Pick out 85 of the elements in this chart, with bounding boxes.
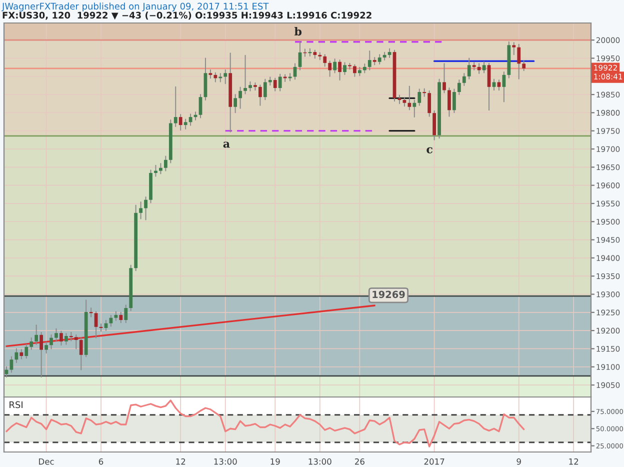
candlestick bbox=[492, 78, 496, 91]
candlestick bbox=[248, 81, 252, 92]
candlestick bbox=[34, 324, 38, 345]
candlestick bbox=[428, 90, 432, 117]
annotation: b bbox=[294, 26, 302, 36]
candlestick bbox=[477, 63, 481, 74]
candlestick bbox=[154, 164, 158, 177]
candlestick bbox=[338, 60, 342, 80]
candlestick bbox=[418, 88, 422, 106]
candlestick bbox=[457, 80, 461, 96]
candlestick bbox=[408, 86, 412, 110]
candlestick bbox=[258, 84, 262, 106]
candlestick bbox=[517, 44, 521, 80]
candlestick bbox=[462, 72, 466, 86]
candlestick bbox=[343, 62, 346, 76]
x-tick-label: 12 bbox=[569, 458, 578, 465]
candlestick bbox=[40, 332, 43, 378]
candlestick bbox=[448, 88, 451, 117]
candlestick bbox=[178, 114, 182, 131]
x-tick-label: 6 bbox=[98, 458, 104, 465]
candlestick bbox=[328, 60, 332, 77]
candlestick bbox=[159, 163, 162, 174]
candlestick bbox=[198, 94, 202, 118]
candlestick bbox=[94, 311, 98, 338]
x-tick-label: 12 bbox=[176, 458, 186, 465]
x-tick-label: 9 bbox=[516, 458, 521, 465]
annotation: a bbox=[223, 142, 230, 148]
candlestick bbox=[20, 348, 24, 360]
candlestick bbox=[164, 156, 168, 172]
candlestick bbox=[308, 48, 312, 57]
x-tick-label: 19 bbox=[270, 458, 280, 465]
candlestick bbox=[44, 342, 48, 354]
candlestick bbox=[278, 74, 282, 92]
candlestick bbox=[60, 330, 63, 346]
candlestick bbox=[323, 54, 327, 67]
candlestick bbox=[263, 78, 267, 100]
x-tick-label: Dec bbox=[39, 458, 54, 465]
x-tick-label: 26 bbox=[354, 458, 364, 465]
line-series bbox=[6, 400, 525, 448]
candlestick bbox=[119, 312, 123, 324]
candlestick bbox=[139, 202, 142, 220]
chart-title: RSI bbox=[10, 401, 22, 408]
candlestick bbox=[288, 72, 292, 82]
annotation: c bbox=[426, 147, 432, 154]
candlestick bbox=[218, 72, 222, 82]
candlestick bbox=[214, 72, 218, 82]
candlestick bbox=[244, 54, 247, 94]
candlestick bbox=[69, 332, 73, 342]
candlestick bbox=[54, 328, 58, 342]
candlestick bbox=[333, 58, 336, 74]
candlestick bbox=[174, 86, 178, 127]
candlestick bbox=[64, 332, 68, 345]
candlestick bbox=[368, 50, 372, 70]
x-tick-label: 13:00 bbox=[308, 458, 332, 465]
candlestick bbox=[74, 334, 78, 350]
x-tick-label: 13:00 bbox=[214, 458, 237, 465]
chart-subtitle: FX:US30, 120 19922 ▼ −43 (−0.21%) O:19935 H:19943 L:19916 C:19922 bbox=[2, 12, 372, 20]
candlestick bbox=[50, 334, 53, 350]
candlestick bbox=[412, 99, 416, 118]
candlestick bbox=[184, 118, 188, 130]
candlestick bbox=[144, 196, 148, 220]
candlestick bbox=[283, 74, 287, 82]
candlestick bbox=[24, 344, 28, 359]
candlestick bbox=[422, 88, 426, 97]
candlestick bbox=[79, 337, 83, 370]
candlestick bbox=[522, 60, 526, 72]
candlestick bbox=[442, 63, 446, 94]
candlestick bbox=[512, 42, 516, 56]
candlestick bbox=[467, 58, 471, 80]
candlestick bbox=[273, 78, 277, 92]
candlestick bbox=[10, 356, 14, 373]
candlestick bbox=[224, 69, 228, 84]
candlestick bbox=[14, 348, 18, 363]
candlestick bbox=[30, 337, 34, 350]
annotation: 19269 bbox=[372, 290, 405, 298]
candlestick bbox=[124, 304, 128, 324]
candlestick bbox=[378, 54, 382, 65]
candlestick bbox=[452, 88, 456, 114]
candlestick bbox=[497, 80, 501, 91]
candlestick bbox=[234, 94, 238, 114]
chart-title: JWagnerFXTrader published on January 09, 2017 11:51 EST bbox=[2, 2, 269, 12]
candlestick bbox=[353, 64, 356, 77]
candlestick bbox=[238, 86, 242, 109]
candlestick bbox=[432, 110, 436, 140]
x-tick-label: 2017 bbox=[424, 458, 444, 465]
